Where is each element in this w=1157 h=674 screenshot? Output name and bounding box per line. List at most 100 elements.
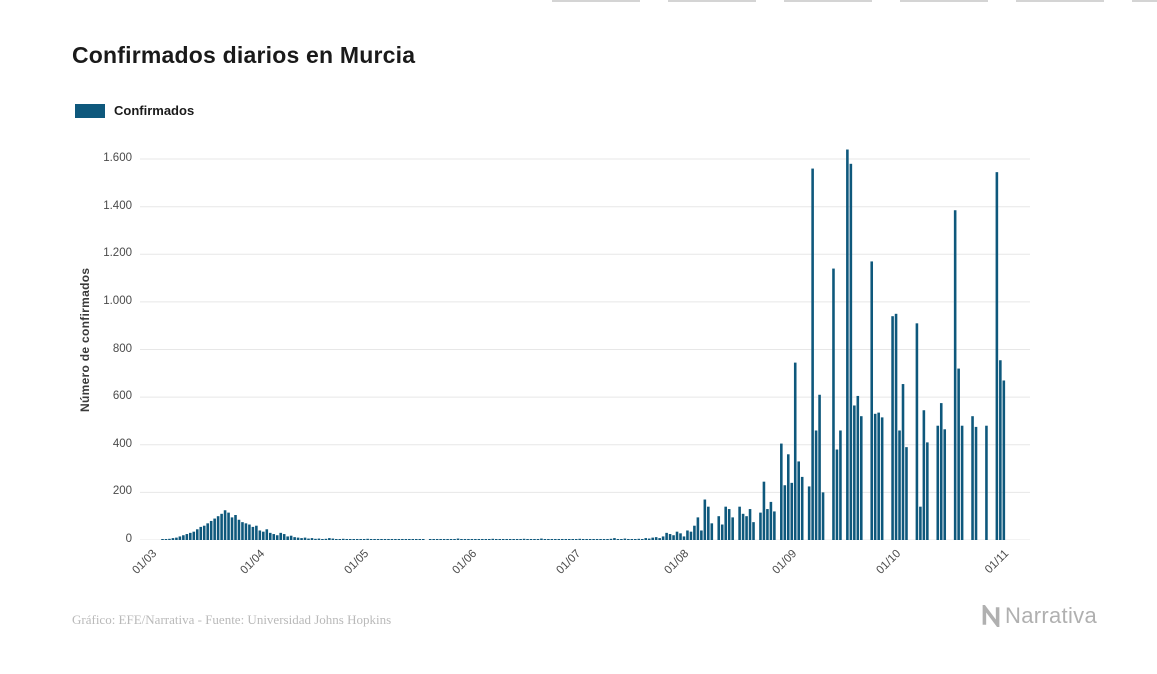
bar — [567, 539, 571, 540]
bar — [435, 539, 439, 540]
bar — [189, 532, 192, 540]
bar — [175, 537, 178, 540]
plot-area: 0 200 400 600 800 1.000 1.200 1.400 1.600 01/03 0… — [103, 140, 1030, 577]
bar — [536, 539, 540, 540]
bar — [557, 539, 561, 540]
bar — [262, 531, 265, 540]
bar — [661, 536, 665, 540]
source-credit: Gráfico: EFE/Narrativa - Fuente: Univers… — [72, 612, 392, 627]
x-tick-label: 01/11 — [982, 547, 1012, 576]
bar — [630, 539, 634, 540]
bar — [348, 539, 352, 540]
bar — [289, 535, 293, 540]
bar — [856, 395, 860, 540]
bar — [213, 518, 216, 540]
bar — [613, 538, 616, 540]
bar — [331, 538, 335, 540]
bar — [818, 394, 821, 540]
bar — [766, 509, 769, 540]
bar — [581, 539, 585, 540]
bar — [470, 539, 474, 540]
bar — [432, 539, 435, 540]
bar — [171, 538, 175, 540]
bar — [738, 506, 741, 540]
bar — [456, 538, 460, 540]
bar — [248, 524, 251, 540]
bar — [244, 523, 248, 540]
bar — [741, 513, 745, 540]
bar — [519, 539, 522, 540]
bar — [773, 511, 776, 540]
legend-label: Confirmados — [114, 103, 195, 118]
bar — [915, 323, 919, 540]
bar — [359, 539, 362, 540]
bar — [310, 538, 314, 540]
bar — [985, 425, 988, 540]
bar — [1002, 380, 1006, 540]
bar — [748, 509, 752, 540]
bar — [408, 539, 411, 540]
bar — [369, 539, 373, 540]
bar — [345, 539, 349, 540]
bar — [300, 538, 303, 540]
bar — [870, 261, 874, 540]
bar — [446, 539, 449, 540]
bar — [463, 539, 467, 540]
bar — [821, 492, 825, 540]
bar — [272, 534, 276, 540]
bar — [418, 539, 422, 540]
bar — [467, 539, 470, 540]
bar — [234, 515, 237, 540]
bar — [797, 461, 800, 540]
bar — [161, 539, 164, 540]
bar — [453, 539, 456, 540]
bar — [574, 539, 578, 540]
bar — [745, 516, 748, 540]
bar — [387, 539, 390, 540]
bar — [724, 506, 727, 540]
narrativa-n-icon — [982, 605, 1000, 627]
bar — [352, 539, 355, 540]
bar — [877, 412, 880, 540]
bar — [689, 531, 693, 540]
bar — [324, 538, 328, 540]
bar — [999, 360, 1002, 540]
bar — [265, 529, 269, 540]
bar — [752, 522, 755, 540]
bar — [693, 525, 696, 540]
bar — [268, 532, 272, 540]
bar — [578, 538, 581, 540]
bar — [585, 539, 588, 540]
bar — [905, 447, 908, 540]
bar — [627, 539, 630, 540]
y-tick-label: 1.000 — [103, 294, 132, 307]
bar — [230, 517, 234, 540]
bar — [275, 535, 279, 540]
bar — [700, 530, 703, 540]
bar — [258, 530, 262, 540]
bar — [282, 534, 286, 540]
bar — [220, 513, 223, 540]
bar — [411, 539, 415, 540]
bar — [394, 539, 397, 540]
bar — [199, 526, 203, 540]
x-tick-label: 01/04 — [238, 547, 268, 577]
bar — [529, 539, 533, 540]
bar — [195, 529, 199, 540]
bar — [658, 538, 661, 540]
bar — [710, 523, 714, 540]
legend-item-confirmados[interactable]: Confirmados — [75, 103, 194, 118]
bar — [362, 539, 366, 540]
bar — [335, 539, 338, 540]
bar — [341, 538, 345, 540]
bar — [637, 538, 641, 540]
bar — [338, 539, 342, 540]
bar — [564, 539, 568, 540]
x-tick-label: 01/03 — [130, 547, 160, 577]
y-tick-label: 1.600 — [103, 152, 132, 165]
bar — [620, 539, 623, 540]
y-tick-label: 600 — [112, 390, 132, 403]
bar — [428, 539, 432, 540]
bar — [241, 522, 244, 540]
chart-svg — [140, 149, 1030, 540]
